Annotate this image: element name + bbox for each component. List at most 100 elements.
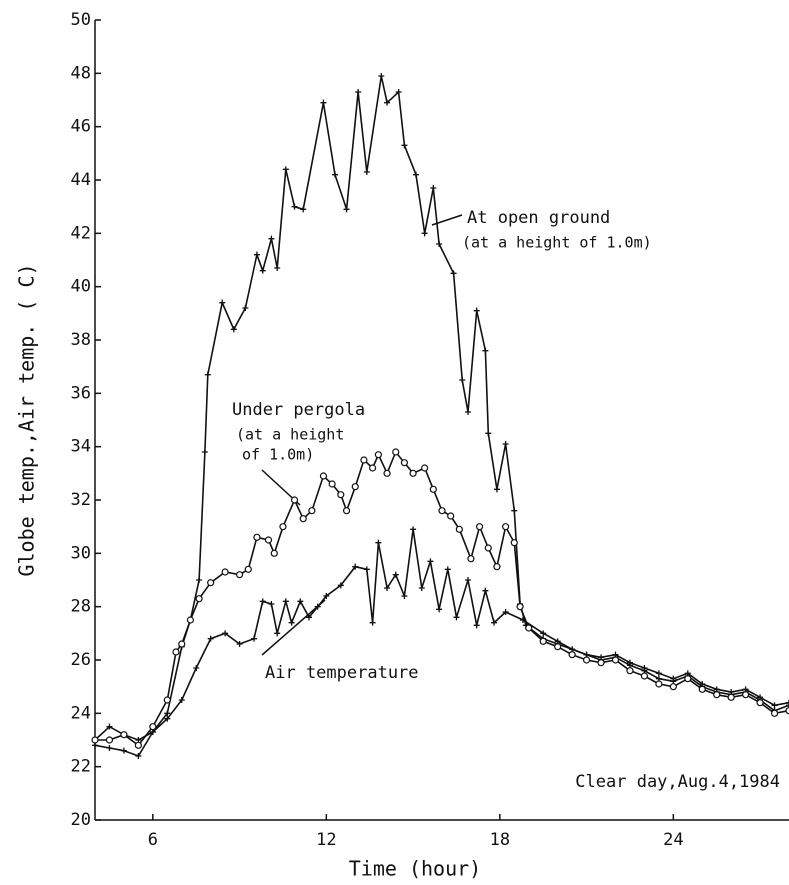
point (484, 544, 492, 552)
point (516, 603, 524, 611)
y-axis-label: Globe temp.,Air temp. ( C) (15, 263, 39, 576)
point (274, 265, 281, 271)
leader-line (261, 599, 326, 656)
point (219, 299, 226, 306)
series-line (94, 75, 789, 741)
point (244, 565, 252, 573)
y-tick-label: 20 (71, 810, 91, 830)
y-tick-label: 38 (71, 330, 91, 350)
point (491, 619, 498, 626)
point (473, 622, 480, 629)
x-tick-label: 24 (663, 830, 683, 850)
point (438, 507, 446, 515)
point (453, 614, 460, 621)
point (369, 619, 376, 626)
point (92, 742, 98, 749)
point (493, 563, 501, 571)
point (134, 741, 142, 749)
point (598, 654, 605, 661)
y-tick-label: 22 (71, 757, 91, 777)
point (253, 251, 260, 258)
point (207, 579, 215, 587)
y-tick-label: 42 (71, 223, 91, 243)
point (401, 593, 408, 599)
point (106, 723, 113, 730)
y-tick-label: 26 (71, 650, 91, 670)
point (242, 305, 249, 311)
point (510, 539, 518, 547)
point (375, 539, 382, 546)
point (785, 707, 789, 715)
annotation: Under pergola (232, 400, 365, 420)
point (383, 469, 391, 477)
annotation: Air temperature (265, 663, 419, 683)
point (421, 464, 429, 472)
point (288, 619, 295, 626)
point (120, 731, 128, 739)
point (320, 99, 327, 106)
point (221, 568, 229, 576)
point (251, 635, 258, 642)
point (756, 699, 764, 707)
y-tick-label: 50 (71, 10, 91, 30)
point (355, 89, 362, 95)
point (786, 702, 789, 709)
point (207, 635, 214, 642)
point (300, 206, 307, 213)
point (728, 689, 735, 695)
point (351, 483, 359, 491)
point (684, 675, 692, 683)
point (742, 691, 750, 699)
series-line (95, 450, 789, 747)
point (525, 624, 533, 632)
point (268, 235, 275, 242)
point (554, 643, 562, 651)
point (384, 99, 391, 106)
point (235, 571, 244, 579)
point (421, 230, 428, 237)
point (135, 753, 142, 759)
y-tick-label: 24 (71, 703, 91, 723)
point (91, 736, 99, 744)
point (502, 523, 510, 531)
point (465, 577, 472, 583)
point (299, 515, 307, 523)
point (195, 595, 203, 603)
point (352, 563, 359, 570)
point (163, 696, 171, 704)
point (429, 485, 437, 493)
point (626, 667, 634, 675)
point (196, 577, 203, 583)
point (455, 525, 463, 533)
point (290, 496, 299, 504)
point (699, 681, 706, 687)
point (511, 507, 518, 514)
point (485, 430, 492, 437)
point (343, 206, 350, 213)
point (323, 593, 330, 599)
point (771, 702, 778, 709)
point (540, 630, 547, 637)
point (757, 694, 764, 701)
point (363, 566, 370, 573)
point (164, 710, 171, 717)
point (684, 670, 691, 677)
point (332, 171, 339, 178)
point (612, 651, 619, 658)
point (436, 606, 443, 613)
point (400, 459, 409, 467)
point (473, 307, 480, 314)
annotation: (at a height (236, 426, 344, 444)
annotation: At open ground (467, 208, 610, 228)
point (409, 469, 417, 477)
point (554, 638, 561, 645)
point (282, 166, 289, 173)
point (291, 203, 298, 210)
point (297, 598, 304, 605)
point (259, 598, 266, 605)
point (482, 587, 489, 594)
point (274, 630, 281, 637)
point (337, 582, 344, 589)
point (279, 523, 287, 531)
point (395, 89, 402, 95)
